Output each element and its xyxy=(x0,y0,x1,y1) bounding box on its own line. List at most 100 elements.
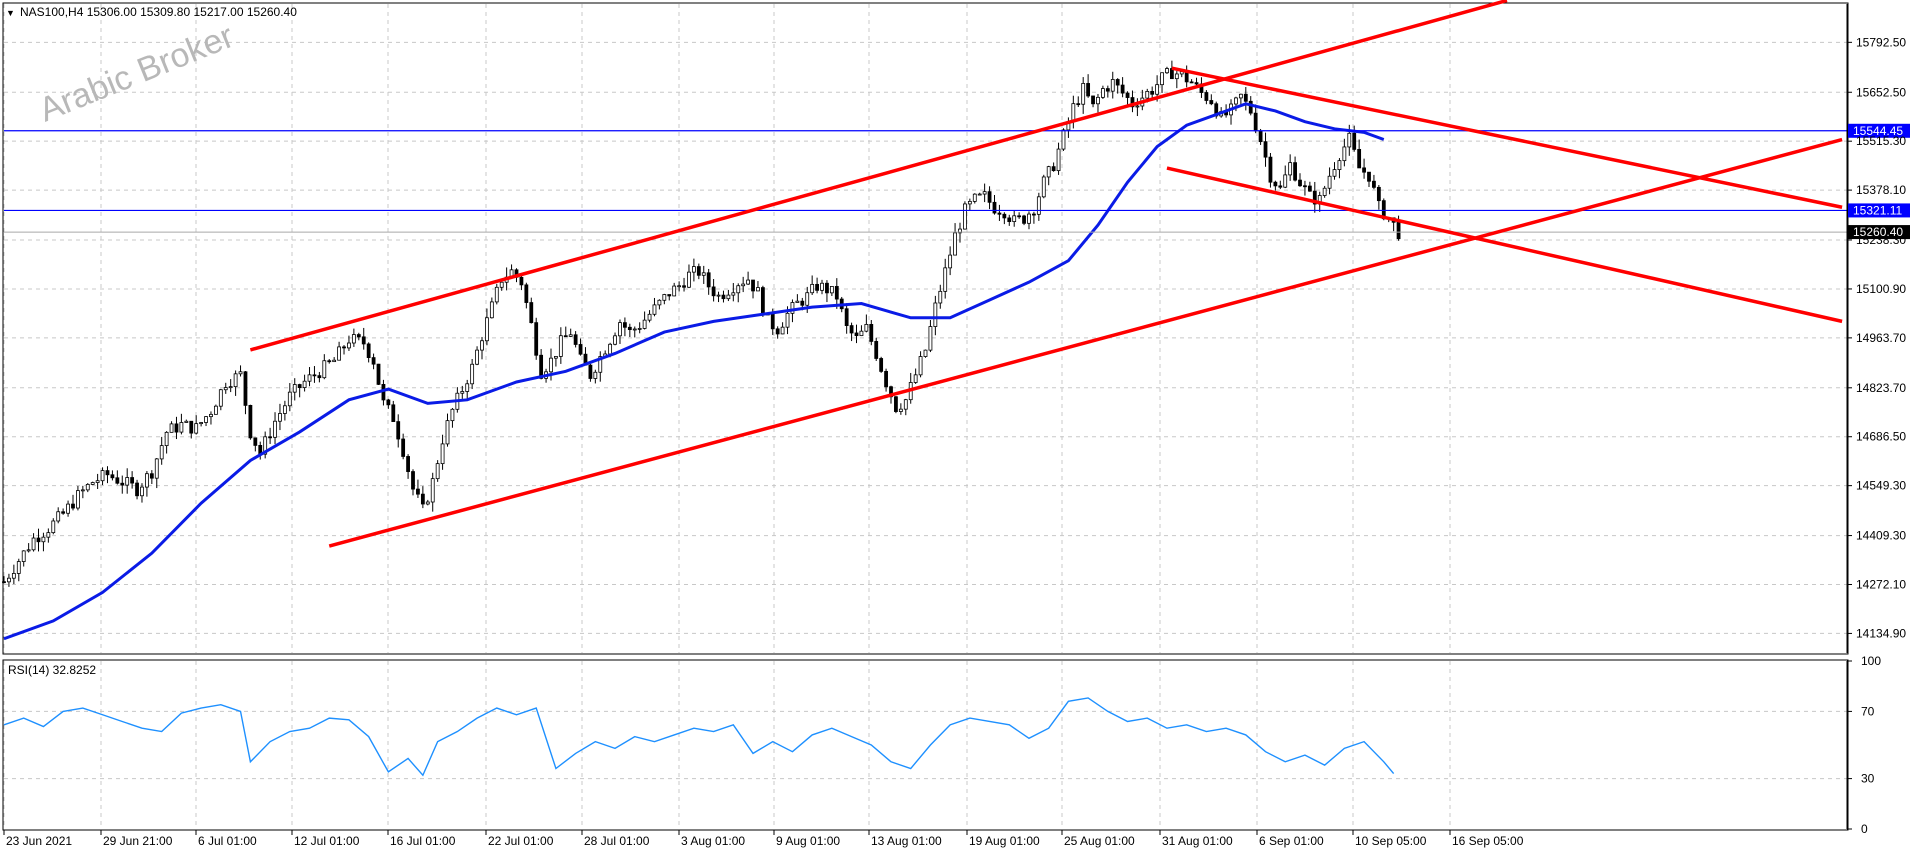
candle-body xyxy=(145,473,149,488)
candle-body xyxy=(371,357,376,365)
candle-body xyxy=(953,232,957,256)
candle-body xyxy=(800,300,805,306)
y-tick-label: 14272.10 xyxy=(1856,577,1906,591)
candle-body xyxy=(1125,92,1130,98)
trendline-descending-lower[interactable] xyxy=(1166,166,1843,324)
candle-body xyxy=(347,342,351,349)
candle-body xyxy=(805,292,810,306)
candle-body xyxy=(820,282,824,291)
y-tick-label: 15238.30 xyxy=(1856,233,1906,247)
candle-body xyxy=(71,503,75,509)
candle-body xyxy=(411,471,415,490)
x-tick-label: 6 Sep 01:00 xyxy=(1259,834,1324,848)
candle-body xyxy=(100,470,105,482)
trendline-ascending-upper[interactable] xyxy=(249,0,1508,352)
candle-body xyxy=(31,537,36,551)
candle-body xyxy=(1032,213,1036,216)
candle-body xyxy=(263,436,268,455)
x-tick-label: 9 Aug 01:00 xyxy=(776,834,840,848)
candle-body xyxy=(105,470,110,476)
candle-body xyxy=(80,489,85,492)
y-tick-label: 14134.90 xyxy=(1856,626,1906,640)
candle-body xyxy=(992,201,997,214)
trendline-ascending-lower[interactable] xyxy=(328,137,1843,548)
y-tick-label: 15652.50 xyxy=(1856,85,1906,99)
candle-body xyxy=(539,354,544,379)
candle-body xyxy=(948,254,953,269)
candle-body xyxy=(825,282,829,294)
candle-body xyxy=(923,349,928,357)
candle-body xyxy=(154,458,159,479)
candle-body xyxy=(1007,217,1012,222)
candle-body xyxy=(1337,160,1342,171)
level-price-label: 15544.45 xyxy=(1853,124,1903,138)
candle-body xyxy=(485,317,489,342)
candle-body xyxy=(1036,196,1041,215)
candle-body xyxy=(95,480,100,483)
candle-body xyxy=(519,276,524,286)
candle-body xyxy=(632,328,637,331)
chart-menu-triangle-icon[interactable]: ▼ xyxy=(6,8,15,18)
candle-body xyxy=(1056,148,1061,172)
candle-body xyxy=(11,573,16,579)
channel-lines[interactable] xyxy=(249,0,1843,548)
candle-body xyxy=(332,359,337,363)
candle-body xyxy=(1303,185,1307,188)
candle-body xyxy=(1342,146,1347,162)
candle-body xyxy=(815,283,819,291)
candle-body xyxy=(406,456,410,472)
candle-body xyxy=(568,334,573,337)
candle-body xyxy=(1022,215,1026,224)
x-tick-label: 10 Sep 05:00 xyxy=(1355,834,1427,848)
candle-body xyxy=(440,443,445,465)
candle-body xyxy=(1312,190,1317,205)
candle-body xyxy=(795,300,800,303)
main-plot-frame xyxy=(2,2,1849,655)
candle-body xyxy=(228,386,233,389)
candle-body xyxy=(1110,79,1115,92)
candle-body xyxy=(958,228,962,234)
candle-body xyxy=(918,356,923,376)
candle-body xyxy=(997,212,1002,215)
candle-body xyxy=(652,304,657,315)
candle-body xyxy=(854,332,859,337)
candle-body xyxy=(1307,185,1312,192)
candle-body xyxy=(179,422,184,433)
level-price-label: 15321.11 xyxy=(1853,203,1902,217)
candle-body xyxy=(558,335,563,357)
candle-body xyxy=(898,408,903,412)
candle-body xyxy=(401,438,406,457)
axes: 15792.50 15652.50 15515.30 15378.10 15238.30… xyxy=(3,4,1906,848)
candle-body xyxy=(682,285,686,288)
candle-body xyxy=(627,326,632,331)
candle-body xyxy=(248,404,253,439)
candle-body xyxy=(376,363,381,385)
candle-body xyxy=(1150,91,1155,95)
candle-body xyxy=(598,356,603,373)
x-tick-label: 31 Aug 01:00 xyxy=(1162,834,1233,848)
candle-body xyxy=(1160,72,1164,86)
candle-body xyxy=(1101,88,1105,98)
candle-body xyxy=(613,335,617,345)
candle-body xyxy=(938,290,943,304)
candle-body xyxy=(494,286,499,303)
candle-body xyxy=(1027,213,1031,224)
candle-body xyxy=(213,405,218,415)
x-tick-label: 13 Aug 01:00 xyxy=(871,834,942,848)
candle-body xyxy=(307,374,312,382)
candle-body xyxy=(780,326,785,335)
candle-body xyxy=(1327,175,1332,189)
candle-body xyxy=(66,503,70,514)
candle-body xyxy=(85,484,90,491)
candle-body xyxy=(1298,179,1302,187)
candle-body xyxy=(844,308,849,326)
candle-body xyxy=(278,413,282,422)
trendline-descending-upper[interactable] xyxy=(1171,66,1843,209)
candle-body xyxy=(770,313,775,330)
horizontal-levels[interactable]: 15544.45 15321.11 15260.40 xyxy=(4,123,1910,240)
candle-body xyxy=(302,380,307,388)
candle-body xyxy=(140,486,144,497)
candle-body xyxy=(667,294,672,297)
